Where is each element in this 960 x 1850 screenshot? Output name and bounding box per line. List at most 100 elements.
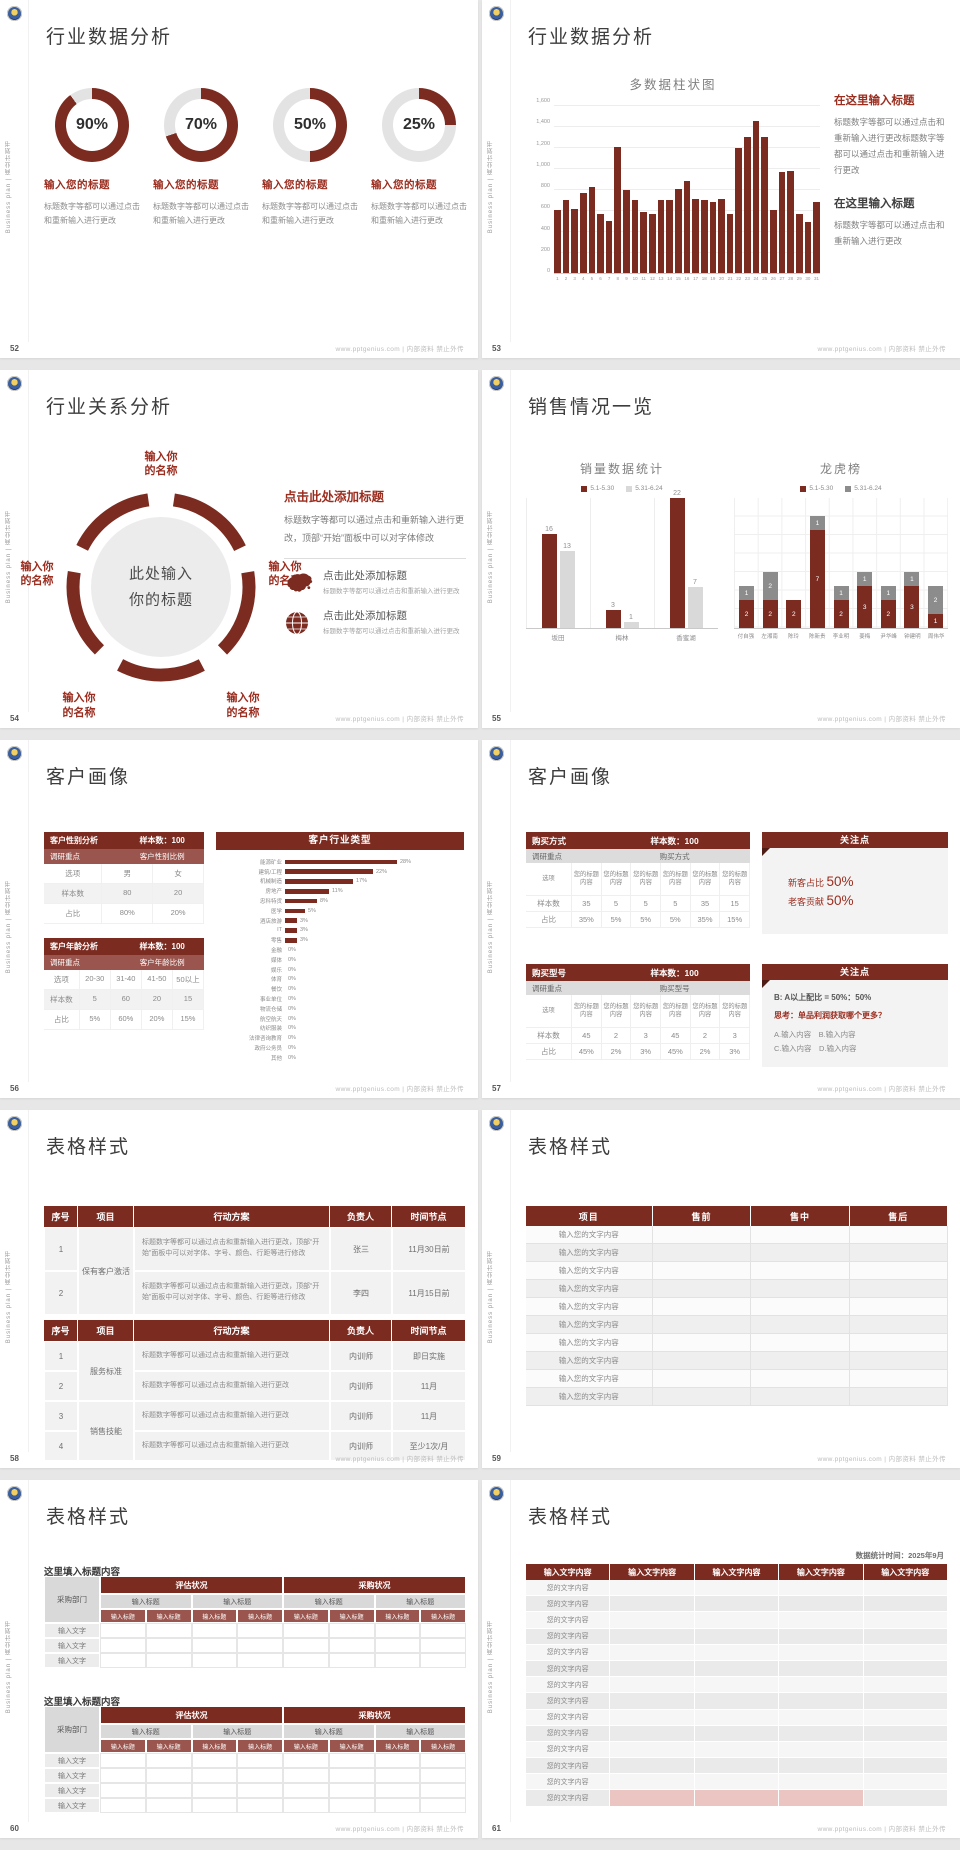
empty-cell [863,1660,948,1678]
table-cell: 60% [110,1010,142,1030]
row-label-cell: 输入文字 [44,1623,100,1638]
hbar-value: 0% [288,966,296,973]
subheader-cell: 输入标题 [283,1594,375,1609]
empty-cell [610,1677,695,1694]
table-subheader-cell: 客户年龄比例 [139,958,185,967]
x-tick: 付自强 [737,634,755,640]
petal-line: 输入你 [226,692,260,705]
chart-title: 销量数据统计 [579,462,664,476]
table-header-cell: 客户年龄分析 [50,942,98,951]
text-heading: 点击此处添加标题 [284,490,385,504]
x-tick: 14 [667,276,673,281]
bar [804,221,812,273]
table-cell: 2 [601,1028,632,1044]
slide-55-thumbnail[interactable]: Business plan | 商业计划书 销售情况一览 销量数据统计 5.1-5.3… [482,370,960,728]
bar [700,199,708,273]
donut-chart: 90% [55,88,129,162]
slide-59-thumbnail[interactable]: Business plan | 商业计划书 表格样式 项目 售前 售中 售后 输入您的文字内… [482,1110,960,1468]
empty-cell [145,1623,192,1638]
slide-61-thumbnail[interactable]: Business plan | 商业计划书 表格样式 数据统计时间：2025年9月输… [482,1480,960,1838]
empty-cell [652,1226,752,1244]
group-header-cell: 采购状况 [283,1576,466,1594]
slide-60-thumbnail[interactable]: Business plan | 商业计划书 表格样式 这里填入标题内容 采购部门 评估状… [0,1480,478,1838]
petal-line: 的名称 [144,465,178,478]
table-row: 输入您的文字内容 [526,1226,948,1244]
relation-diagram: 此处输入 你的标题 输入你 的名称 输入你 的名称 输入你 的名称 输入你 的名称 输入你 的名称 [21,451,302,719]
bar [770,210,777,273]
metric-title: 输入您的标题 [153,179,219,191]
table-row: 输入您的文字内容 [526,1334,948,1352]
slide-56-thumbnail[interactable]: Business plan | 商业计划书 客户画像 客户性别分析 样本数：100 调研… [0,740,478,1098]
table-subheader-row: 调研重点 客户年龄比例 [44,955,204,970]
empty-cell [694,1660,780,1678]
table-header-cell: 项目 [78,1320,134,1341]
page-number: 52 [10,344,19,353]
table-row: 您的文字内容 [526,1660,948,1678]
stack-segment-bottom: 3 [857,586,873,628]
slide-58-thumbnail[interactable]: Business plan | 商业计划书 表格样式 序号 项目 行动方案 负责人 时间节点… [0,1110,478,1468]
table-cell: 您的标题内容 [601,995,632,1028]
section-label: 这里填入标题内容 [44,1697,121,1708]
hbar-row: 金融 0% [216,945,464,955]
bar [752,120,760,273]
data-table: 购买方式 样本数：100 调研重点 购买方式 选项 您的标题内容 您的标题内容 您的标题内容您… [526,832,750,928]
chart-legend: 5.1-5.30 5.31-6.24 [526,485,718,492]
empty-cell [652,1370,752,1388]
hbar-value: 0% [288,947,296,954]
empty-cell [849,1334,948,1352]
hbar-value: 0% [288,1025,296,1032]
subheader-cell: 输入标题 [100,1594,192,1609]
hbar-label: 忠科特货 [259,899,282,906]
hbar-label: 政府公务员 [254,1046,282,1053]
hbar-row: IT 3% [216,926,464,936]
hbar-bar [285,928,297,933]
hbar-label: 能源矿业 [259,859,282,866]
row-label-cell: 输入文字 [44,1798,100,1813]
table-cell: 5 [631,896,661,912]
project-cell: 销售技能 [78,1401,134,1461]
legend-item: 5.31-6.24 [845,485,882,492]
hbar-list: 能源矿业 28% 建筑/工程 22% 机械制造 17% 房地产 11% 忠科特货 8% 医学 5% 酒店… [216,857,464,1063]
empty-cell [779,1596,864,1613]
bar [683,180,691,273]
row-label-cell: 输入您的文字内容 [526,1388,653,1406]
table-cell: 您的标题内容 [720,995,750,1028]
empty-cell [374,1753,421,1768]
text-heading: 在这里输入标题 [834,95,915,107]
donut-chart: 50% [273,88,347,162]
slide-52-thumbnail[interactable]: Business plan | 商业计划书 行业数据分析 90% 输入您的标题 标题数字… [0,0,478,358]
slide-57-thumbnail[interactable]: Business plan | 商业计划书 客户画像 购买方式 样本数：100 调研重点… [482,740,960,1098]
table-cell: 5% [631,912,661,928]
hbar-row: 体育 0% [216,975,464,985]
subheader-cell-2: 输入标题 [237,1609,283,1623]
table-row: 占比 80% 20% [44,904,204,924]
empty-cell [849,1262,948,1280]
table-header-cell: 样本数：100 [139,942,185,951]
callout-percent: 50% [826,874,854,889]
x-axis: 付自强 左湘南 陈玲 陈新贵 李业明 姜梅 尹华峰 钟建明 周伟华 [734,632,948,640]
table-subheader-cell: 调研重点 [50,852,80,861]
footer-site-text: www.pptgenius.com | 内部资料 禁止外传 [817,1456,946,1463]
table-cell: 45 [572,1028,602,1044]
chart-body: 1,600 1,400 1,200 1,000 800 600 400 200 0 [526,98,820,274]
table-cell: 45 [660,1028,691,1044]
table-cell: 选项 [44,970,80,990]
x-tick: 28 [788,276,794,281]
subheader-cell-2: 输入标题 [328,1739,375,1753]
table-subheader-cell: 调研重点 [50,958,80,967]
callout-body: B: A以上配比 = 50%：50% 思考：单品利润获取哪个更多？ A.输入内容 B… [762,980,948,1067]
chart-title: 客户行业类型 [216,832,464,850]
page-title: 表格样式 [46,1137,131,1158]
slide-53-thumbnail[interactable]: Business plan | 商业计划书 行业数据分析 多数据柱状图 1,600 1,… [482,0,960,358]
table-subheader-row: 调研重点 购买方式 [526,849,750,863]
legend-label: 5.31-6.24 [635,485,663,492]
slide-54-thumbnail[interactable]: Business plan | 商业计划书 行业关系分析 此处输入 你的标题 输入你的… [0,370,478,728]
table-row: 您的文字内容 [526,1580,948,1597]
empty-cell [237,1753,283,1768]
y-tick: 400 [540,225,550,232]
hbar-label: 机械制造 [259,879,282,886]
time-cell: 11月 [392,1371,466,1401]
